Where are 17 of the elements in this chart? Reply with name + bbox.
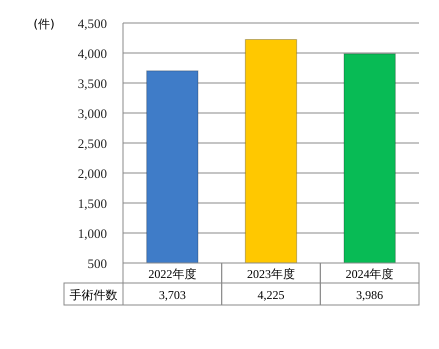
data-label: 3,986 bbox=[356, 288, 384, 302]
x-tick-label: 2023年度 bbox=[247, 267, 295, 281]
text: 手術件数 bbox=[70, 288, 118, 302]
data-label: 3,703 bbox=[158, 288, 186, 302]
y-tick-label: 1,000 bbox=[78, 226, 107, 241]
y-tick-label: 3,000 bbox=[78, 106, 107, 121]
y-tick-label: 4,500 bbox=[78, 16, 107, 31]
data-label: 4,225 bbox=[258, 288, 284, 302]
y-tick-label: 500 bbox=[88, 256, 107, 271]
y-axis-title: (件) bbox=[33, 17, 55, 31]
y-tick-label: 3,500 bbox=[78, 76, 107, 91]
x-tick-label: 2024年度 bbox=[346, 267, 394, 281]
y-tick-label: 1,500 bbox=[78, 196, 107, 211]
x-tick-label: 2022年度 bbox=[148, 267, 196, 281]
y-tick-label: 2,000 bbox=[78, 166, 107, 181]
y-tick-label: 4,000 bbox=[78, 46, 107, 61]
y-tick-label: 2,500 bbox=[78, 136, 107, 151]
